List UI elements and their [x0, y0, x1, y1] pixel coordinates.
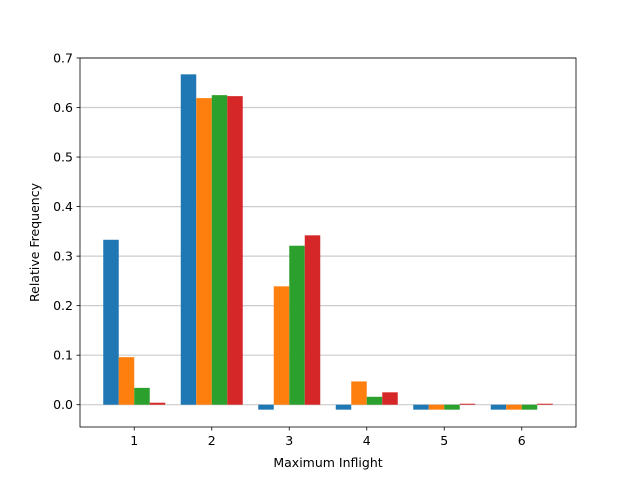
x-tick-label: 4 — [363, 433, 371, 448]
plot-area-frame — [79, 57, 577, 428]
bar — [289, 245, 305, 405]
y-tick-label: 0.0 — [53, 397, 73, 412]
bar — [227, 96, 243, 405]
bar — [335, 404, 352, 410]
y-tick-label: 0.2 — [53, 298, 73, 313]
bar — [366, 396, 383, 405]
y-tick-label: 0.3 — [53, 249, 73, 264]
bar — [444, 404, 460, 410]
bar — [521, 404, 538, 410]
y-tick-label: 0.7 — [53, 51, 73, 66]
bars — [103, 74, 553, 410]
bar — [149, 402, 166, 405]
x-tick-label: 1 — [130, 433, 138, 448]
bar — [134, 387, 150, 405]
x-tick-label: 6 — [518, 433, 526, 448]
bar — [211, 95, 228, 405]
y-axis-ticks: 0.0 0.1 0.2 0.3 0.4 0.5 0.6 0.7 — [53, 51, 80, 412]
x-axis-ticks: 1 2 3 4 5 6 — [130, 427, 526, 448]
bar — [537, 403, 553, 405]
bar — [490, 404, 507, 410]
bar — [428, 404, 445, 410]
y-tick-label: 0.5 — [53, 150, 73, 165]
x-tick-label: 5 — [440, 433, 448, 448]
y-tick-label: 0.4 — [53, 199, 73, 214]
bar — [304, 235, 321, 405]
bar — [413, 404, 429, 410]
bar — [459, 403, 476, 405]
y-tick-label: 0.1 — [53, 348, 73, 363]
x-tick-label: 2 — [208, 433, 216, 448]
bar — [196, 98, 212, 405]
y-tick-label: 0.6 — [53, 100, 73, 115]
bar — [258, 404, 274, 410]
x-tick-label: 3 — [285, 433, 293, 448]
bar — [351, 381, 367, 405]
grid-lines — [80, 57, 576, 406]
bar — [103, 239, 119, 405]
x-axis-label: Maximum Inflight — [273, 455, 382, 470]
bar — [180, 74, 197, 405]
bar — [118, 357, 135, 405]
bar — [382, 392, 398, 405]
y-axis-label: Relative Frequency — [27, 182, 42, 302]
bar — [273, 286, 290, 405]
bar — [506, 404, 522, 410]
